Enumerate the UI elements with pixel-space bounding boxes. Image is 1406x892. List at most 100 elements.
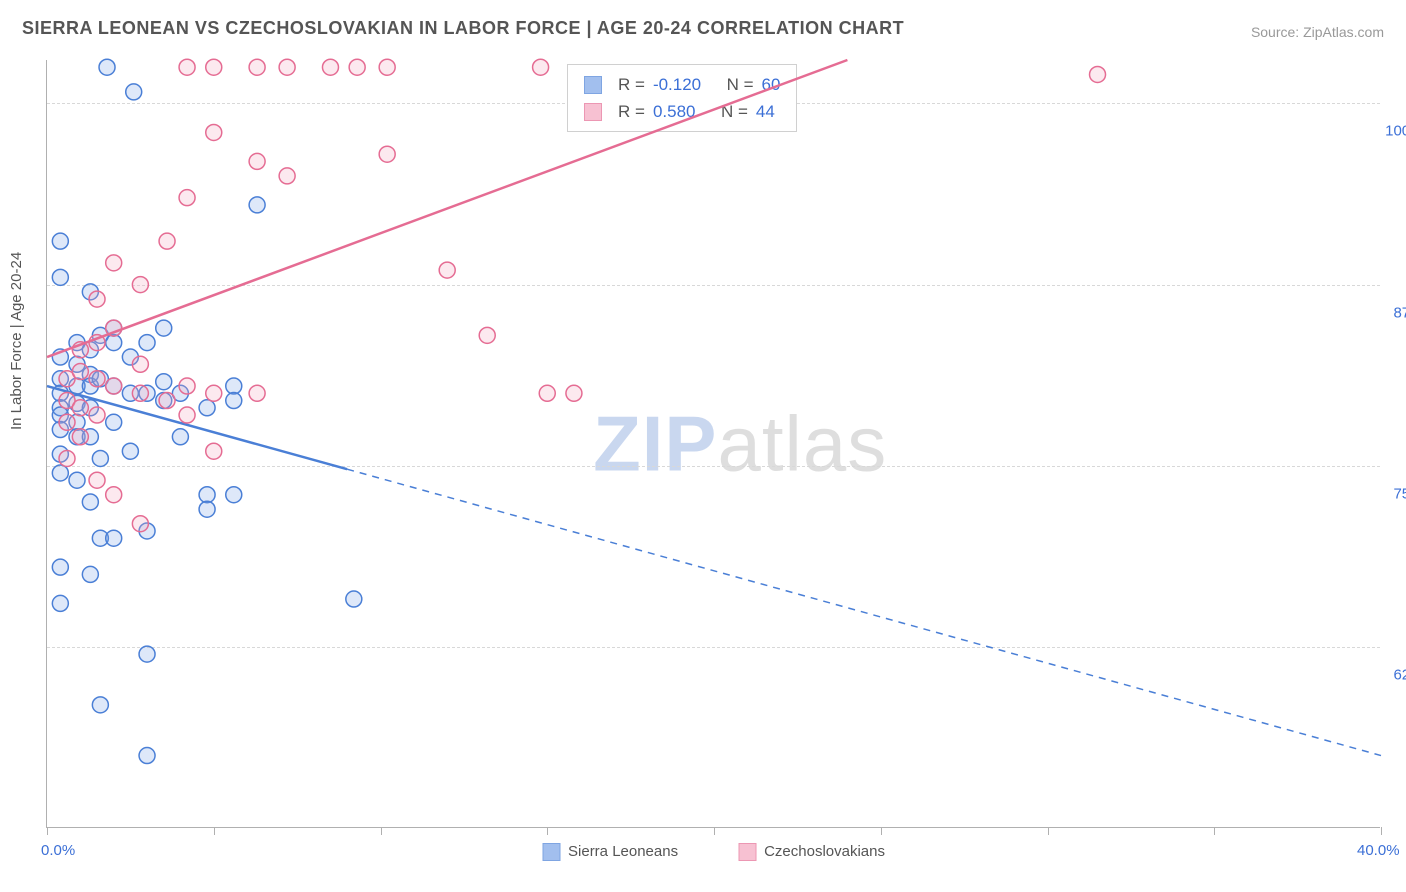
plot-area: ZIPatlas 62.5%75.0%87.5%100.0% 0.0%40.0%… xyxy=(46,60,1380,828)
scatter-point xyxy=(479,327,495,343)
scatter-point xyxy=(379,59,395,75)
y-tick-label: 62.5% xyxy=(1393,666,1406,683)
scatter-point xyxy=(99,59,115,75)
scatter-point xyxy=(199,487,215,503)
scatter-point xyxy=(89,472,105,488)
scatter-point xyxy=(349,59,365,75)
trend-line-dashed xyxy=(347,469,1381,755)
scatter-point xyxy=(379,146,395,162)
trend-line-solid xyxy=(47,60,847,357)
scatter-point xyxy=(132,277,148,293)
scatter-point xyxy=(159,233,175,249)
scatter-point xyxy=(206,59,222,75)
scatter-point xyxy=(439,262,455,278)
scatter-point xyxy=(52,465,68,481)
scatter-point xyxy=(156,320,172,336)
scatter-point xyxy=(279,59,295,75)
scatter-point xyxy=(82,566,98,582)
scatter-point xyxy=(132,385,148,401)
scatter-point xyxy=(249,385,265,401)
scatter-point xyxy=(179,59,195,75)
scatter-point xyxy=(106,378,122,394)
x-tick-label: 0.0% xyxy=(41,842,75,859)
scatter-point xyxy=(159,393,175,409)
y-axis-label: In Labor Force | Age 20-24 xyxy=(8,252,25,430)
scatter-point xyxy=(82,494,98,510)
scatter-point xyxy=(126,84,142,100)
scatter-point xyxy=(69,472,85,488)
scatter-point xyxy=(539,385,555,401)
scatter-point xyxy=(106,335,122,351)
scatter-point xyxy=(72,429,88,445)
scatter-point xyxy=(1090,66,1106,82)
x-tick xyxy=(881,827,882,835)
scatter-point xyxy=(122,443,138,459)
scatter-point xyxy=(59,450,75,466)
scatter-point xyxy=(249,59,265,75)
scatter-point xyxy=(89,371,105,387)
scatter-point xyxy=(199,400,215,416)
scatter-point xyxy=(322,59,338,75)
source-attribution: Source: ZipAtlas.com xyxy=(1251,24,1384,40)
legend-label: Czechoslovakians xyxy=(764,843,885,860)
chart-title: SIERRA LEONEAN VS CZECHOSLOVAKIAN IN LAB… xyxy=(22,18,904,39)
scatter-point xyxy=(52,559,68,575)
scatter-point xyxy=(346,591,362,607)
scatter-point xyxy=(59,414,75,430)
scatter-point xyxy=(179,190,195,206)
y-tick-label: 100.0% xyxy=(1385,123,1406,140)
x-tick xyxy=(714,827,715,835)
scatter-point xyxy=(52,233,68,249)
scatter-point xyxy=(89,407,105,423)
scatter-point xyxy=(199,501,215,517)
scatter-point xyxy=(72,364,88,380)
swatch-pink xyxy=(738,843,756,861)
scatter-point xyxy=(533,59,549,75)
scatter-point xyxy=(106,414,122,430)
x-tick xyxy=(47,827,48,835)
scatter-point xyxy=(139,335,155,351)
scatter-point xyxy=(249,197,265,213)
x-tick xyxy=(1381,827,1382,835)
scatter-point xyxy=(52,269,68,285)
scatter-point xyxy=(106,530,122,546)
scatter-point xyxy=(206,443,222,459)
x-tick xyxy=(1214,827,1215,835)
scatter-point xyxy=(92,697,108,713)
scatter-point xyxy=(92,450,108,466)
scatter-point xyxy=(139,748,155,764)
scatter-point xyxy=(226,393,242,409)
scatter-point xyxy=(226,487,242,503)
y-tick-label: 75.0% xyxy=(1393,485,1406,502)
scatter-point xyxy=(249,153,265,169)
scatter-point xyxy=(52,595,68,611)
scatter-point xyxy=(566,385,582,401)
legend-item-czechoslovakians: Czechoslovakians xyxy=(738,843,885,861)
scatter-point xyxy=(132,356,148,372)
scatter-point xyxy=(179,378,195,394)
scatter-point xyxy=(172,429,188,445)
scatter-point xyxy=(72,400,88,416)
scatter-point xyxy=(279,168,295,184)
x-tick xyxy=(214,827,215,835)
scatter-point xyxy=(89,291,105,307)
y-tick-label: 87.5% xyxy=(1393,304,1406,321)
scatter-point xyxy=(226,378,242,394)
scatter-point xyxy=(106,255,122,271)
scatter-point xyxy=(156,374,172,390)
x-tick xyxy=(381,827,382,835)
scatter-point xyxy=(106,487,122,503)
scatter-svg xyxy=(47,60,1380,827)
scatter-point xyxy=(139,646,155,662)
scatter-point xyxy=(132,516,148,532)
legend-label: Sierra Leoneans xyxy=(568,843,678,860)
x-tick-label: 40.0% xyxy=(1357,842,1400,859)
x-tick xyxy=(547,827,548,835)
scatter-point xyxy=(206,124,222,140)
scatter-point xyxy=(179,407,195,423)
legend-item-sierra-leoneans: Sierra Leoneans xyxy=(542,843,678,861)
bottom-legend: Sierra Leoneans Czechoslovakians xyxy=(542,843,885,861)
scatter-point xyxy=(206,385,222,401)
swatch-blue xyxy=(542,843,560,861)
x-tick xyxy=(1048,827,1049,835)
